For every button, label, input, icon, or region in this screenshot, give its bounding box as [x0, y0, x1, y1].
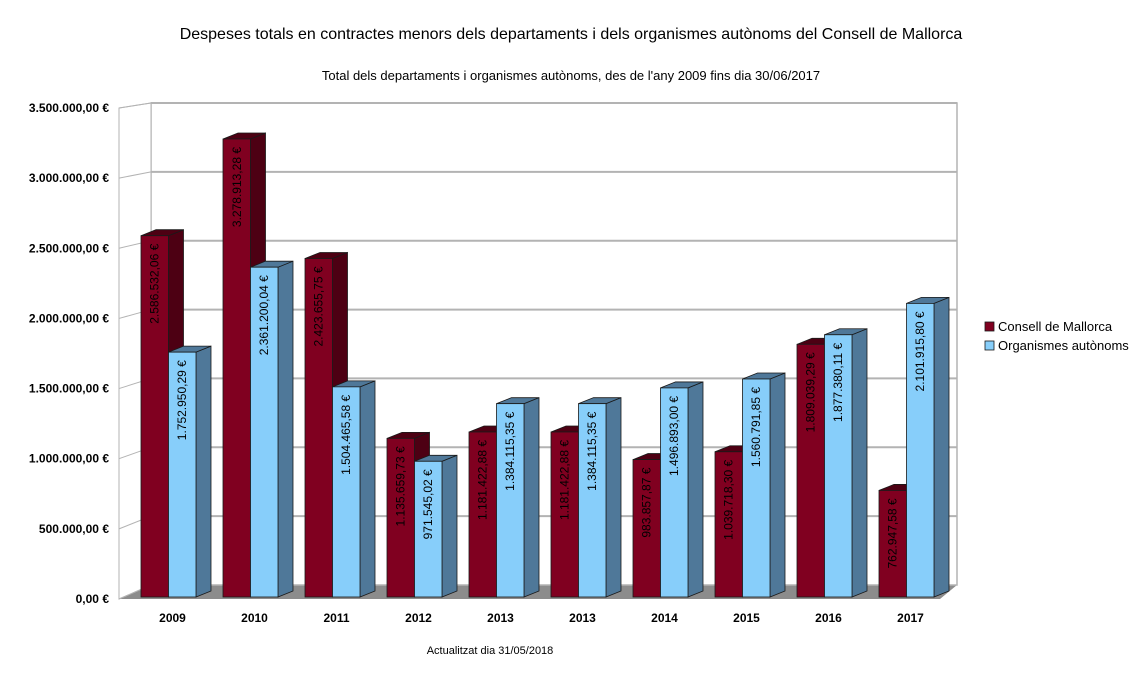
data-label: 1.135.659,73 € [394, 446, 408, 526]
bar-front [824, 334, 853, 598]
legend-item: Consell de Mallorca [984, 319, 1113, 334]
bar: 971.545,02 € [414, 454, 458, 598]
y-tick-label: 0,00 € [76, 592, 110, 606]
data-label: 971.545,02 € [421, 469, 435, 539]
x-tick-label: 2013 [569, 611, 596, 625]
bar-front [414, 460, 443, 598]
legend-label: Organismes autònoms [998, 338, 1129, 353]
bar-front [714, 451, 743, 598]
x-tick-label: 2011 [323, 611, 349, 625]
data-label: 1.877.380,11 € [831, 342, 845, 422]
x-tick-label: 2012 [405, 611, 432, 625]
data-label: 2.361.200,04 € [257, 275, 271, 355]
data-label: 983.857,87 € [640, 467, 654, 537]
footnote: Actualitzat dia 31/05/2018 [427, 645, 554, 657]
bar-side [687, 381, 704, 598]
gridline-side [118, 102, 152, 109]
legend-swatch [984, 340, 995, 351]
y-tick-label: 3.000.000,00 € [29, 171, 109, 185]
bars: 2.586.532,06 € 1.752.950,29 € 3.278.913,28… [140, 132, 950, 598]
bar: 1.560.791,85 € [742, 372, 786, 598]
x-tick-label: 2015 [733, 611, 760, 625]
bar-front [386, 437, 415, 598]
data-label: 3.278.913,28 € [230, 147, 244, 227]
legend-swatch [984, 321, 995, 332]
y-tick-label: 500.000,00 € [39, 522, 109, 536]
bar-front [660, 387, 689, 598]
bar-front [332, 386, 361, 598]
bar-front [742, 378, 771, 598]
bar: 1.752.950,29 € [168, 345, 212, 598]
bar-side [851, 328, 868, 598]
data-label: 1.752.950,29 € [175, 360, 189, 440]
x-tick-label: 2009 [159, 611, 186, 625]
x-tick-label: 2010 [241, 611, 268, 625]
bar-front [222, 138, 251, 598]
bar-side [933, 296, 950, 598]
bar-front [496, 403, 525, 598]
gridline-side [118, 171, 152, 179]
x-tick-label: 2016 [815, 611, 842, 625]
y-tick-label: 1.500.000,00 € [29, 382, 109, 396]
bar-front [468, 431, 497, 598]
bar: 2.361.200,04 € [250, 260, 294, 598]
data-label: 1.496.893,00 € [667, 396, 681, 476]
data-label: 2.586.532,06 € [148, 243, 162, 323]
bar-front [878, 490, 907, 598]
bar: 1.496.893,00 € [660, 381, 704, 598]
y-axis: 0,00 € 500.000,00 € 1.000.000,00 € 1.500.00… [29, 101, 109, 606]
data-label: 2.101.915,80 € [913, 311, 927, 391]
x-tick-label: 2014 [651, 611, 678, 625]
bar-front [168, 351, 197, 598]
bar-side [605, 397, 622, 598]
bar-front [250, 266, 279, 598]
bar-side [523, 397, 540, 598]
bar-side [195, 345, 212, 598]
chart-subtitle: Total dels departaments i organismes aut… [322, 68, 820, 83]
bar: 1.384.115,35 € [578, 397, 622, 598]
data-label: 1.384.115,35 € [585, 411, 599, 491]
bar: 1.504.465,58 € [332, 380, 376, 598]
data-label: 762.947,58 € [886, 498, 900, 568]
legend-item: Organismes autònoms [984, 338, 1129, 353]
bar: 1.384.115,35 € [496, 397, 540, 598]
bar: 1.877.380,11 € [824, 328, 868, 598]
data-label: 1.560.791,85 € [749, 387, 763, 467]
legend-label: Consell de Mallorca [998, 319, 1113, 334]
x-axis: 2009 2010 2011 2012 2013 2013 2014 2015 2016 2017 [159, 611, 924, 625]
x-tick-label: 2013 [487, 611, 514, 625]
data-label: 1.181.422,88 € [476, 440, 490, 520]
bar-front [578, 403, 607, 598]
data-label: 1.181.422,88 € [558, 440, 572, 520]
y-tick-label: 3.500.000,00 € [29, 101, 109, 115]
data-label: 1.039.718,30 € [722, 459, 736, 539]
data-label: 1.504.465,58 € [339, 395, 353, 475]
x-tick-label: 2017 [897, 611, 924, 625]
y-tick-label: 2.000.000,00 € [29, 311, 109, 325]
bar: 2.101.915,80 € [906, 296, 950, 598]
bar-front [140, 235, 169, 598]
data-label: 1.809.039,29 € [804, 352, 818, 432]
data-label: 2.423.655,75 € [312, 266, 326, 346]
bar-front [906, 303, 935, 598]
bar-side [769, 372, 786, 598]
legend: Consell de Mallorca Organismes autònoms [984, 319, 1129, 353]
y-tick-label: 2.500.000,00 € [29, 241, 109, 255]
chart-title: Despeses totals en contractes menors del… [180, 26, 963, 43]
bar-side [277, 260, 294, 598]
bar-side [359, 380, 376, 598]
y-tick-label: 1.000.000,00 € [29, 452, 109, 466]
bar-side [441, 454, 458, 598]
data-label: 1.384.115,35 € [503, 411, 517, 491]
